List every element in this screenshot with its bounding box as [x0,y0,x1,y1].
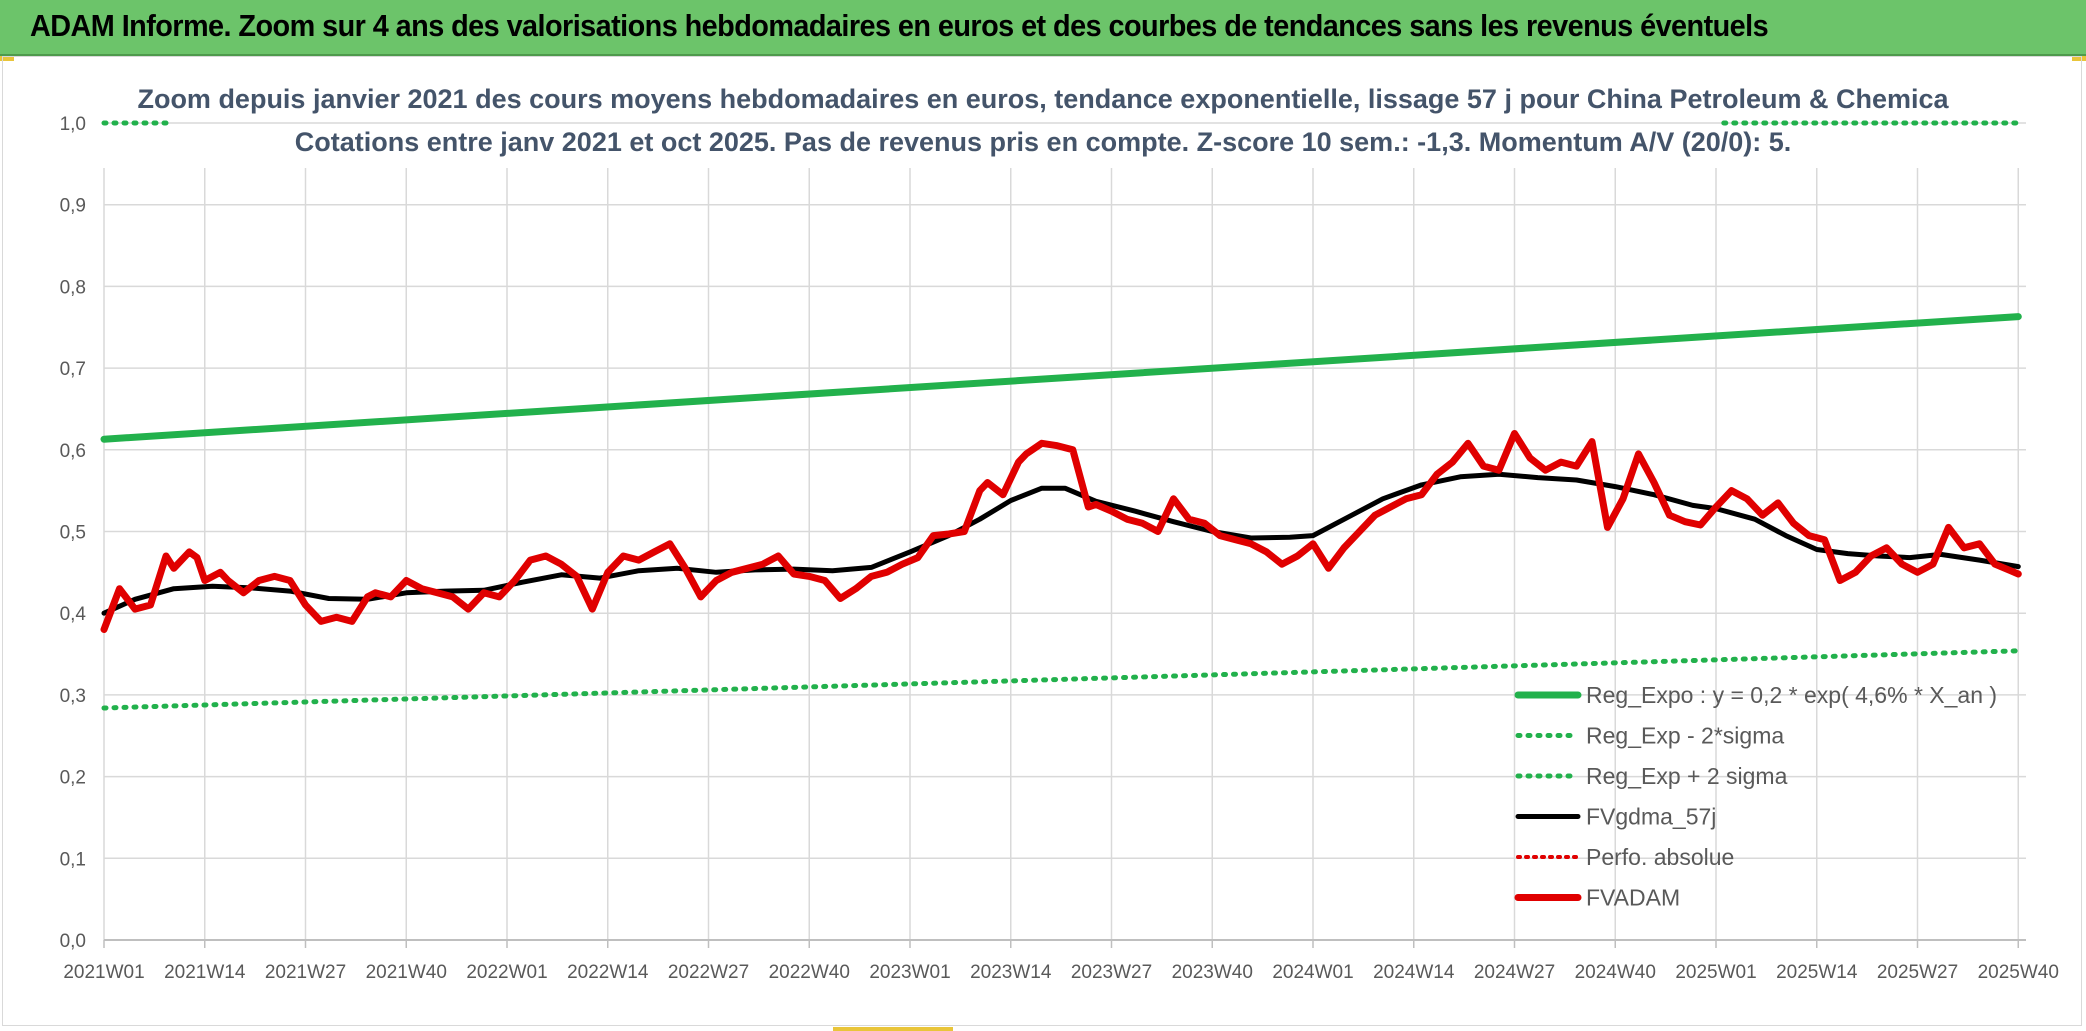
x-tick-label: 2021W14 [164,962,246,983]
legend-entry: Reg_Exp + 2 sigma [1586,763,1788,789]
y-tick-label: 0,9 [60,196,86,217]
x-tick-label: 2025W14 [1776,962,1858,983]
x-tick-label: 2022W27 [668,962,749,983]
y-tick-label: 0,2 [60,768,86,789]
x-tick-label: 2023W40 [1172,962,1253,983]
x-tick-label: 2022W01 [466,962,547,983]
x-tick-label: 2024W27 [1474,962,1555,983]
x-tick-label: 2023W01 [869,962,950,983]
legend-entry: Perfo. absolue [1586,844,1734,870]
y-tick-label: 0,6 [60,441,86,462]
lower-band-line [101,648,2021,711]
x-tick-label: 2023W27 [1071,962,1152,983]
chart-title: Zoom depuis janvier 2021 des cours moyen… [137,84,1949,114]
report-title: ADAM Informe. Zoom sur 4 ans des valoris… [30,8,1769,43]
x-tick-label: 2024W14 [1373,962,1455,983]
legend-entry: FVADAM [1586,885,1680,911]
y-tick-label: 1,0 [60,114,86,135]
y-tick-label: 0,1 [60,849,86,870]
series-lines [100,120,2022,711]
x-tick-label: 2021W40 [366,962,447,983]
legend-entry: Reg_Expo : y = 0,2 * exp( 4,6% * X_an ) [1586,682,1997,708]
y-tick-label: 0,0 [60,931,86,952]
x-tick-label: 2023W14 [970,962,1052,983]
header-banner: ADAM Informe. Zoom sur 4 ans des valoris… [0,0,2086,56]
frame-corner-right [2072,56,2086,61]
frame-corner-left [0,56,14,61]
x-tick-label: 2025W40 [1978,962,2059,983]
fvadam-line [100,430,2022,633]
x-tick-label: 2025W01 [1675,962,1756,983]
frame-corner-bottom [833,1027,953,1031]
x-tick-label: 2022W14 [567,962,649,983]
chart-frame [2,56,2082,1026]
x-tick-label: 2025W27 [1877,962,1958,983]
legend-entry: FVgdma_57j [1586,804,1716,830]
y-tick-label: 0,3 [60,686,86,707]
x-tick-label: 2024W40 [1575,962,1656,983]
regression-line [100,313,2022,443]
x-tick-label: 2021W01 [63,962,144,983]
grid-lines [103,122,2026,941]
axes: 0,0 0,1 0,2 0,3 0,4 0,5 0,6 0,7 0,8 0,9 1,0 2021W01… [60,114,2059,983]
x-tick-label: 2024W01 [1272,962,1353,983]
x-tick-label: 2021W27 [265,962,346,983]
legend-entry: Reg_Exp - 2*sigma [1586,723,1784,749]
chart-subtitle: Cotations entre janv 2021 et oct 2025. P… [294,127,1792,157]
y-tick-label: 0,4 [60,604,87,625]
y-tick-label: 0,5 [60,523,86,544]
y-tick-label: 0,7 [60,359,86,380]
legend: Reg_Expo : y = 0,2 * exp( 4,6% * X_an ) R… [1514,682,1997,911]
y-tick-label: 0,8 [60,277,86,298]
x-tick-label: 2022W40 [769,962,850,983]
